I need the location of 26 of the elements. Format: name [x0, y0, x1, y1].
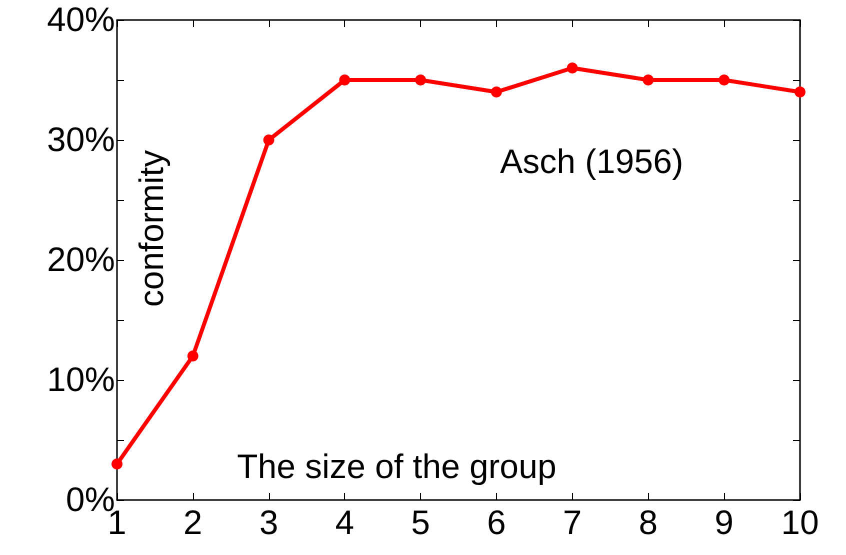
- x-tick-label: 4: [335, 504, 354, 542]
- point: [112, 458, 122, 470]
- x-tick-label: 2: [183, 504, 202, 542]
- y-tick-label: 30%: [46, 121, 115, 159]
- x-axis-title: The size of the group: [237, 448, 556, 486]
- x-tick-label: 7: [562, 504, 582, 542]
- x-tick-label: 8: [638, 504, 658, 542]
- x-tick-label: 10: [781, 504, 819, 542]
- y-tick-label: 20%: [46, 241, 115, 279]
- point: [566, 62, 578, 74]
- point: [794, 86, 806, 98]
- x-tick-label: 9: [714, 504, 734, 542]
- x-tick-label: 6: [486, 504, 506, 542]
- y-tick-label: 40%: [46, 1, 115, 39]
- point: [642, 74, 654, 86]
- point: [339, 74, 350, 86]
- y-axis-title: conformity: [133, 150, 171, 307]
- x-tick-label: 5: [411, 504, 430, 542]
- point: [263, 134, 274, 146]
- point: [718, 74, 730, 86]
- y-tick-label: 10%: [46, 361, 115, 399]
- point: [490, 86, 502, 98]
- x-tick-label: 3: [259, 504, 278, 542]
- annotation: Asch (1956): [500, 143, 684, 181]
- point: [415, 74, 426, 86]
- point: [187, 350, 198, 362]
